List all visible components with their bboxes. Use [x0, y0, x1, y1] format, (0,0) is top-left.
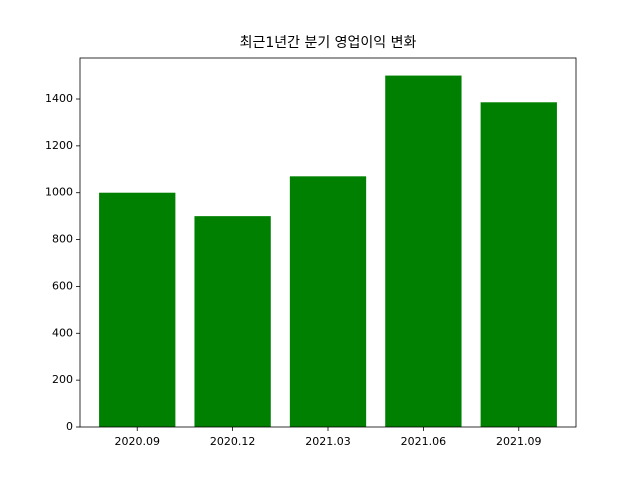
y-tick-label: 1000	[45, 186, 73, 199]
bar	[289, 176, 367, 427]
bar	[385, 75, 462, 428]
x-tick-label: 2020.12	[210, 435, 256, 448]
chart-title: 최근1년간 분기 영업이익 변화	[240, 35, 417, 51]
y-tick-label: 0	[66, 420, 73, 433]
x-tick-label: 2021.03	[305, 435, 351, 448]
y-tick-label: 400	[52, 326, 73, 339]
x-tick-label: 2020.09	[114, 435, 160, 448]
plot-frame	[79, 57, 577, 428]
x-tick-label: 2021.09	[496, 435, 542, 448]
x-tick-label: 2021.06	[401, 435, 447, 448]
y-tick-label: 1200	[45, 139, 73, 152]
bar	[480, 102, 557, 427]
y-tick-label: 1400	[45, 92, 73, 105]
bar	[194, 216, 271, 427]
y-tick-label: 200	[52, 373, 73, 386]
bar	[99, 192, 176, 427]
y-tick-label: 600	[52, 279, 73, 292]
y-tick-label: 800	[52, 233, 73, 246]
